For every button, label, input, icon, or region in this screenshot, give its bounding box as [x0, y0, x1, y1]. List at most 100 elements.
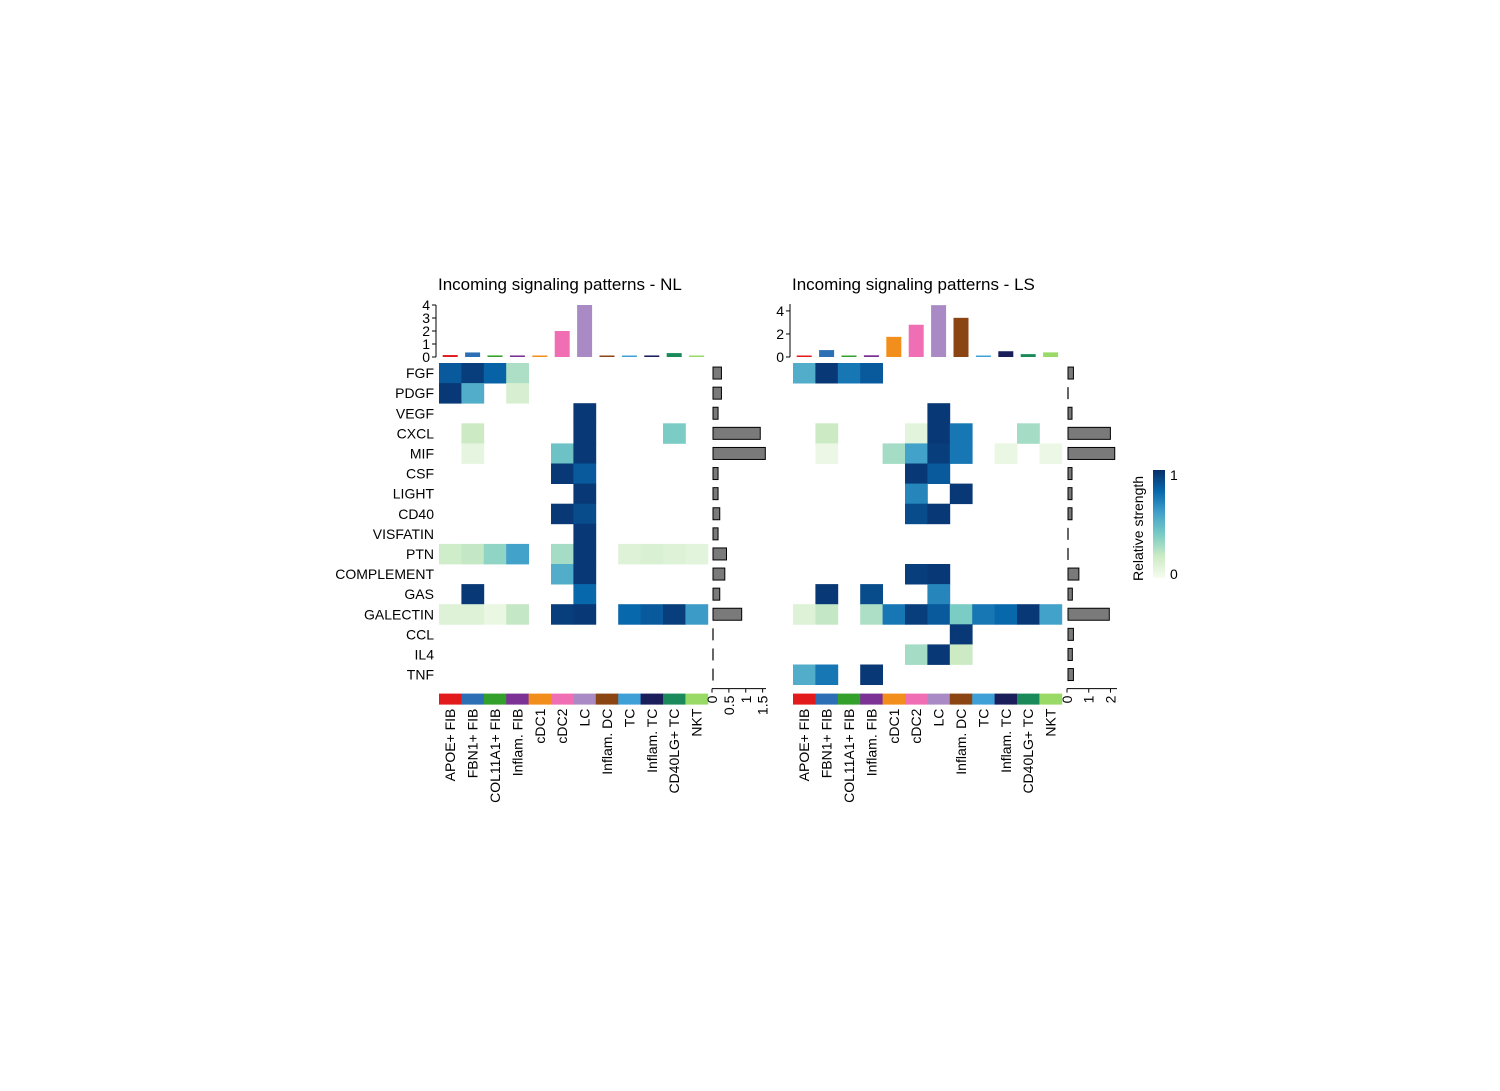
- heatmap-cell: [1039, 443, 1063, 464]
- heatmap-cell: [551, 463, 574, 484]
- top-bar: [465, 352, 481, 357]
- heatmap-cells: [793, 363, 1063, 685]
- row-label: VEGF: [396, 405, 434, 421]
- top-axis-tick-label: 2: [776, 326, 784, 342]
- row-bar: [712, 446, 766, 460]
- top-bar: [931, 305, 947, 357]
- right-axis-tick-label: 1: [738, 695, 754, 703]
- heatmap-cell: [927, 604, 951, 625]
- row-bar: [712, 386, 722, 400]
- heatmap-cell: [905, 423, 928, 444]
- column-label: APOE+ FIB: [442, 709, 458, 782]
- row-bar-chart: 0 0.5 1 1.5: [704, 366, 771, 715]
- heatmap-cell: [618, 604, 641, 625]
- heatmap-cell: [1039, 604, 1063, 625]
- column-label: cDC1: [886, 708, 902, 743]
- column-color-swatch: [972, 693, 995, 705]
- column-color-swatch: [793, 693, 816, 705]
- heatmap-cell: [972, 604, 995, 625]
- heatmap-cell: [927, 564, 951, 585]
- top-axis-tick-label: 4: [776, 303, 784, 319]
- heatmap-cell: [815, 363, 839, 384]
- top-bar-chart: 0 2 4: [776, 303, 1059, 365]
- heatmap-cell: [573, 423, 597, 444]
- heatmap-cell: [860, 664, 883, 685]
- heatmap-cell: [461, 363, 485, 384]
- heatmap-cell: [927, 463, 951, 484]
- heatmap-cell: [483, 604, 507, 625]
- heatmap-cells: [439, 363, 709, 625]
- column-color-swatch: [461, 693, 485, 705]
- heatmap-cell: [882, 604, 906, 625]
- legend-min-label: 0: [1170, 566, 1178, 582]
- top-bar: [1043, 352, 1059, 357]
- heatmap-cell: [506, 543, 529, 565]
- heatmap-cell: [994, 443, 1018, 464]
- heatmap-cell: [815, 664, 839, 685]
- heatmap-cell: [640, 543, 664, 565]
- heatmap-cell: [860, 584, 883, 605]
- heatmap-cell: [461, 543, 485, 565]
- column-color-swatch: [483, 693, 507, 705]
- heatmap-cell: [573, 403, 597, 424]
- heatmap-cell: [461, 604, 485, 625]
- column-color-swatch: [595, 693, 619, 705]
- heatmap-cell: [461, 443, 485, 464]
- heatmap-cell: [506, 363, 529, 384]
- heatmap-ls: APOE+ FIB FBN1+ FIB COL11A1+ FIB Inflam. FI…: [776, 303, 1118, 803]
- row-label: CXCL: [397, 425, 435, 441]
- column-color-swatch: [663, 693, 686, 705]
- row-label: VISFATIN: [373, 526, 434, 542]
- column-label: cDC1: [532, 708, 548, 743]
- row-bar: [712, 406, 719, 420]
- heatmap-cell: [1017, 604, 1040, 625]
- heatmap-cell: [439, 383, 462, 404]
- right-axis-tick-label: 1: [1081, 695, 1097, 703]
- row-label: FGF: [406, 365, 434, 381]
- column-label: NKT: [1043, 708, 1059, 736]
- row-bar: [712, 547, 727, 561]
- legend-max-label: 1: [1170, 467, 1178, 483]
- top-axis-tick-label: 4: [422, 297, 430, 313]
- heatmap-cell: [927, 503, 951, 525]
- row-bar: [712, 587, 721, 601]
- heatmap-cell: [949, 604, 973, 625]
- heatmap-cell: [949, 644, 973, 665]
- top-bar: [953, 317, 969, 357]
- row-label: IL4: [415, 646, 435, 662]
- color-legend: 1 0 Relative strength: [1130, 467, 1178, 582]
- column-color-swatch: [927, 693, 951, 705]
- top-axis-tick-label: 3: [422, 310, 430, 326]
- column-label: LC: [931, 709, 947, 727]
- row-bar: [712, 467, 719, 481]
- panel-ls: Incoming signaling patterns - LS APOE+ F…: [776, 275, 1118, 803]
- heatmap-cell: [618, 543, 641, 565]
- heatmap-cell: [483, 363, 507, 384]
- column-color-swatch: [685, 693, 709, 705]
- column-color-swatch: [949, 693, 973, 705]
- column-label: CD40LG+ TC: [666, 709, 682, 794]
- row-bar: [712, 527, 719, 541]
- heatmap-cell: [793, 664, 816, 685]
- row-label: GALECTIN: [364, 606, 434, 622]
- heatmap-cell: [573, 463, 597, 484]
- column-color-strip: [793, 693, 1063, 705]
- row-bar: [1067, 507, 1073, 521]
- row-bar: [712, 366, 722, 380]
- heatmap-cell: [551, 443, 574, 464]
- heatmap-cell: [927, 443, 951, 464]
- heatmap-cell: [551, 564, 574, 585]
- top-axis-tick-label: 0: [776, 349, 784, 365]
- row-label: CD40: [398, 506, 434, 522]
- heatmap-cell: [949, 423, 973, 444]
- heatmap-cell: [949, 624, 973, 645]
- top-bar: [1020, 354, 1036, 357]
- row-bar: [712, 507, 721, 521]
- column-color-swatch: [528, 693, 552, 705]
- heatmap-cell: [860, 604, 883, 625]
- top-bar: [666, 353, 682, 357]
- row-bar: [1067, 366, 1074, 380]
- heatmap-cell: [927, 584, 951, 605]
- heatmap-cell: [905, 604, 928, 625]
